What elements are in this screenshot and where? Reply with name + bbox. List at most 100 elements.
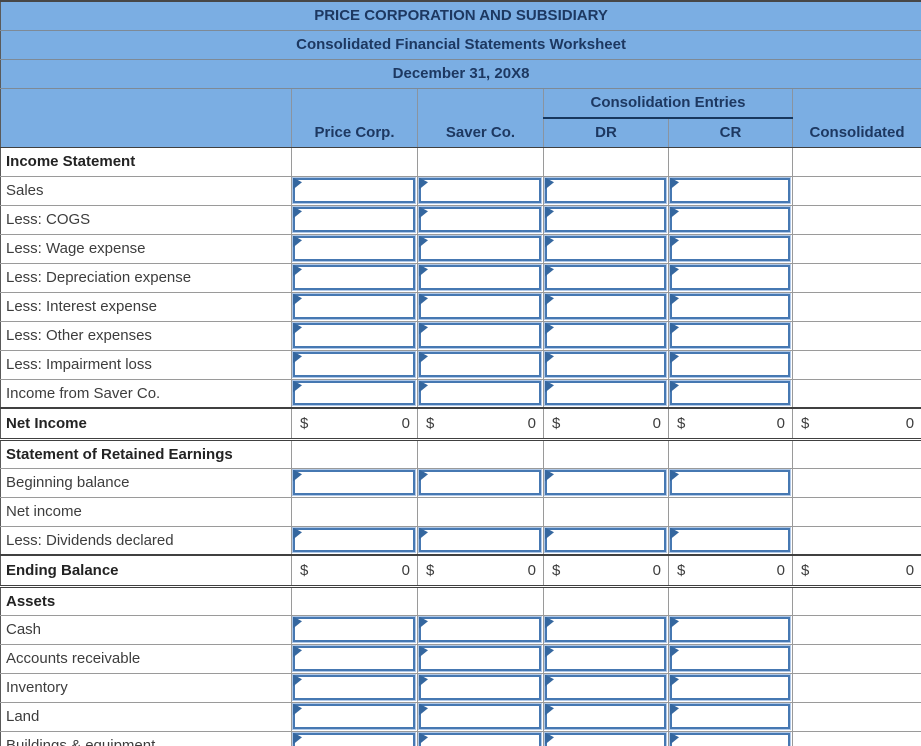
answer-input[interactable] bbox=[545, 703, 666, 729]
answer-cell bbox=[417, 673, 544, 703]
answer-input[interactable] bbox=[545, 264, 666, 290]
answer-input[interactable] bbox=[545, 177, 666, 203]
answer-cell bbox=[543, 205, 669, 235]
answer-input[interactable] bbox=[293, 616, 415, 642]
answer-flag-icon bbox=[419, 527, 428, 540]
answer-input[interactable] bbox=[545, 469, 666, 495]
answer-flag-icon bbox=[419, 645, 428, 658]
empty-cell bbox=[417, 147, 544, 177]
answer-input[interactable] bbox=[293, 732, 415, 746]
amount-value: 0 bbox=[527, 414, 536, 432]
answer-input[interactable] bbox=[419, 527, 541, 552]
answer-input[interactable] bbox=[670, 380, 790, 405]
answer-input[interactable] bbox=[545, 293, 666, 319]
answer-input[interactable] bbox=[670, 351, 790, 377]
answer-input[interactable] bbox=[419, 616, 541, 642]
empty-cell bbox=[791, 379, 921, 409]
currency-symbol: $ bbox=[801, 414, 810, 432]
empty-cell bbox=[791, 292, 921, 322]
answer-input[interactable] bbox=[293, 645, 415, 671]
answer-input[interactable] bbox=[419, 732, 541, 746]
answer-flag-icon bbox=[545, 732, 554, 745]
answer-input[interactable] bbox=[293, 177, 415, 203]
answer-input[interactable] bbox=[419, 235, 541, 261]
answer-input[interactable] bbox=[545, 732, 666, 746]
answer-input[interactable] bbox=[293, 351, 415, 377]
answer-input[interactable] bbox=[419, 469, 541, 495]
answer-input[interactable] bbox=[419, 322, 541, 348]
answer-input[interactable] bbox=[419, 264, 541, 290]
answer-input[interactable] bbox=[670, 732, 790, 746]
answer-flag-icon bbox=[293, 674, 302, 687]
answer-flag-icon bbox=[293, 235, 302, 248]
answer-input[interactable] bbox=[545, 351, 666, 377]
answer-input[interactable] bbox=[545, 674, 666, 700]
answer-input[interactable] bbox=[670, 703, 790, 729]
answer-input[interactable] bbox=[293, 674, 415, 700]
table-row: Less: Depreciation expense bbox=[0, 263, 921, 293]
answer-input[interactable] bbox=[419, 380, 541, 405]
row-label: Less: Other expenses bbox=[0, 321, 292, 351]
answer-cell bbox=[543, 526, 669, 556]
answer-input[interactable] bbox=[670, 674, 790, 700]
answer-flag-icon bbox=[293, 264, 302, 277]
answer-cell bbox=[668, 379, 793, 409]
answer-input[interactable] bbox=[293, 322, 415, 348]
answer-flag-icon bbox=[419, 380, 428, 393]
answer-input[interactable] bbox=[419, 293, 541, 319]
answer-input[interactable] bbox=[670, 293, 790, 319]
answer-input[interactable] bbox=[670, 645, 790, 671]
answer-input[interactable] bbox=[293, 206, 415, 232]
answer-input[interactable] bbox=[293, 380, 415, 405]
entries-group-row: Consolidation Entries bbox=[0, 88, 921, 119]
answer-input[interactable] bbox=[670, 264, 790, 290]
answer-cell bbox=[668, 673, 793, 703]
answer-flag-icon bbox=[419, 293, 428, 306]
header-blank-consolidated bbox=[791, 88, 921, 118]
answer-input[interactable] bbox=[419, 177, 541, 203]
answer-input[interactable] bbox=[670, 235, 790, 261]
answer-input[interactable] bbox=[670, 527, 790, 552]
empty-cell bbox=[791, 497, 921, 527]
answer-input[interactable] bbox=[419, 645, 541, 671]
empty-cell bbox=[791, 702, 921, 732]
answer-flag-icon bbox=[670, 645, 679, 658]
answer-input[interactable] bbox=[545, 322, 666, 348]
title-row-worksheet: Consolidated Financial Statements Worksh… bbox=[0, 30, 921, 60]
answer-input[interactable] bbox=[670, 177, 790, 203]
answer-input[interactable] bbox=[670, 469, 790, 495]
table-row: Income from Saver Co. bbox=[0, 379, 921, 409]
answer-cell bbox=[417, 526, 544, 556]
answer-input[interactable] bbox=[293, 703, 415, 729]
answer-input[interactable] bbox=[419, 674, 541, 700]
answer-input[interactable] bbox=[419, 206, 541, 232]
answer-input[interactable] bbox=[293, 293, 415, 319]
money-value: $0 bbox=[419, 414, 544, 432]
consolidation-entries-group-header: Consolidation Entries bbox=[543, 88, 793, 119]
answer-input[interactable] bbox=[545, 527, 666, 552]
money-value: $0 bbox=[545, 562, 669, 579]
currency-symbol: $ bbox=[426, 561, 435, 579]
worksheet-body: Income Statement Sales Less: COGS Less: Wag… bbox=[0, 147, 921, 746]
answer-input[interactable] bbox=[545, 380, 666, 405]
answer-input[interactable] bbox=[670, 322, 790, 348]
worksheet-title: Consolidated Financial Statements Worksh… bbox=[0, 30, 921, 60]
answer-flag-icon bbox=[670, 206, 679, 219]
answer-input[interactable] bbox=[545, 645, 666, 671]
answer-input[interactable] bbox=[545, 206, 666, 232]
answer-input[interactable] bbox=[293, 469, 415, 495]
answer-input[interactable] bbox=[293, 527, 415, 552]
answer-input[interactable] bbox=[670, 206, 790, 232]
answer-flag-icon bbox=[419, 264, 428, 277]
answer-input[interactable] bbox=[419, 351, 541, 377]
answer-input[interactable] bbox=[293, 235, 415, 261]
answer-input[interactable] bbox=[293, 264, 415, 290]
answer-cell bbox=[291, 702, 418, 732]
currency-symbol: $ bbox=[300, 414, 309, 432]
answer-input[interactable] bbox=[545, 235, 666, 261]
answer-flag-icon bbox=[545, 351, 554, 364]
answer-input[interactable] bbox=[545, 616, 666, 642]
answer-flag-icon bbox=[419, 206, 428, 219]
answer-input[interactable] bbox=[419, 703, 541, 729]
answer-input[interactable] bbox=[670, 616, 790, 642]
